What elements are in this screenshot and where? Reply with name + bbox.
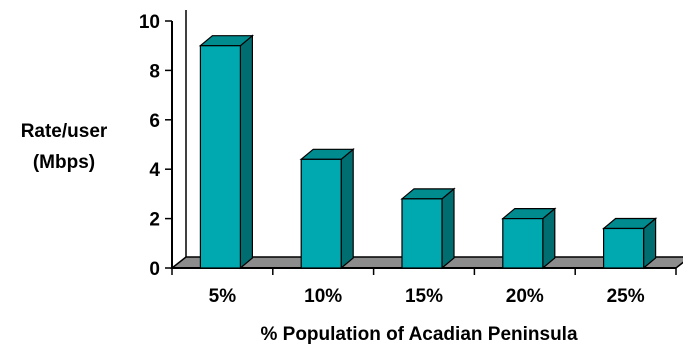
bar-side xyxy=(239,34,253,270)
y-tick-label: 2 xyxy=(149,210,160,231)
bar-front xyxy=(602,227,645,269)
bar xyxy=(198,34,255,270)
y-tick-label: 8 xyxy=(149,61,160,82)
bar-front xyxy=(199,45,241,269)
y-tick-label: 0 xyxy=(149,259,160,280)
bar-front xyxy=(300,158,342,269)
bar xyxy=(601,217,658,270)
x-axis-label: % Population of Acadian Peninsula xyxy=(260,324,577,345)
y-tick-label: 6 xyxy=(149,111,160,132)
x-tick-label: 15% xyxy=(405,286,443,307)
bar xyxy=(299,148,355,270)
x-tick-label: 5% xyxy=(209,286,237,307)
bar-side xyxy=(340,148,354,270)
bar xyxy=(400,187,456,270)
bar-side xyxy=(441,187,455,270)
y-tick-label: 4 xyxy=(149,160,160,181)
y-tick-label: 10 xyxy=(139,12,160,33)
bar-front xyxy=(401,198,443,269)
y-axis-ticks: 0 2 4 6 8 10 xyxy=(139,12,172,280)
bars xyxy=(198,34,658,270)
bar-front xyxy=(502,218,544,269)
x-axis-ticks: 5% 10% 15% 20% 25% xyxy=(209,286,645,307)
y-axis-label-line-2: (Mbps) xyxy=(32,152,96,173)
x-tick-label: 10% xyxy=(304,286,342,307)
y-axis-label-line-1: Rate/user xyxy=(20,121,108,142)
x-tick-label: 25% xyxy=(607,286,645,307)
x-tick-label: 20% xyxy=(506,286,544,307)
bar xyxy=(501,207,557,270)
